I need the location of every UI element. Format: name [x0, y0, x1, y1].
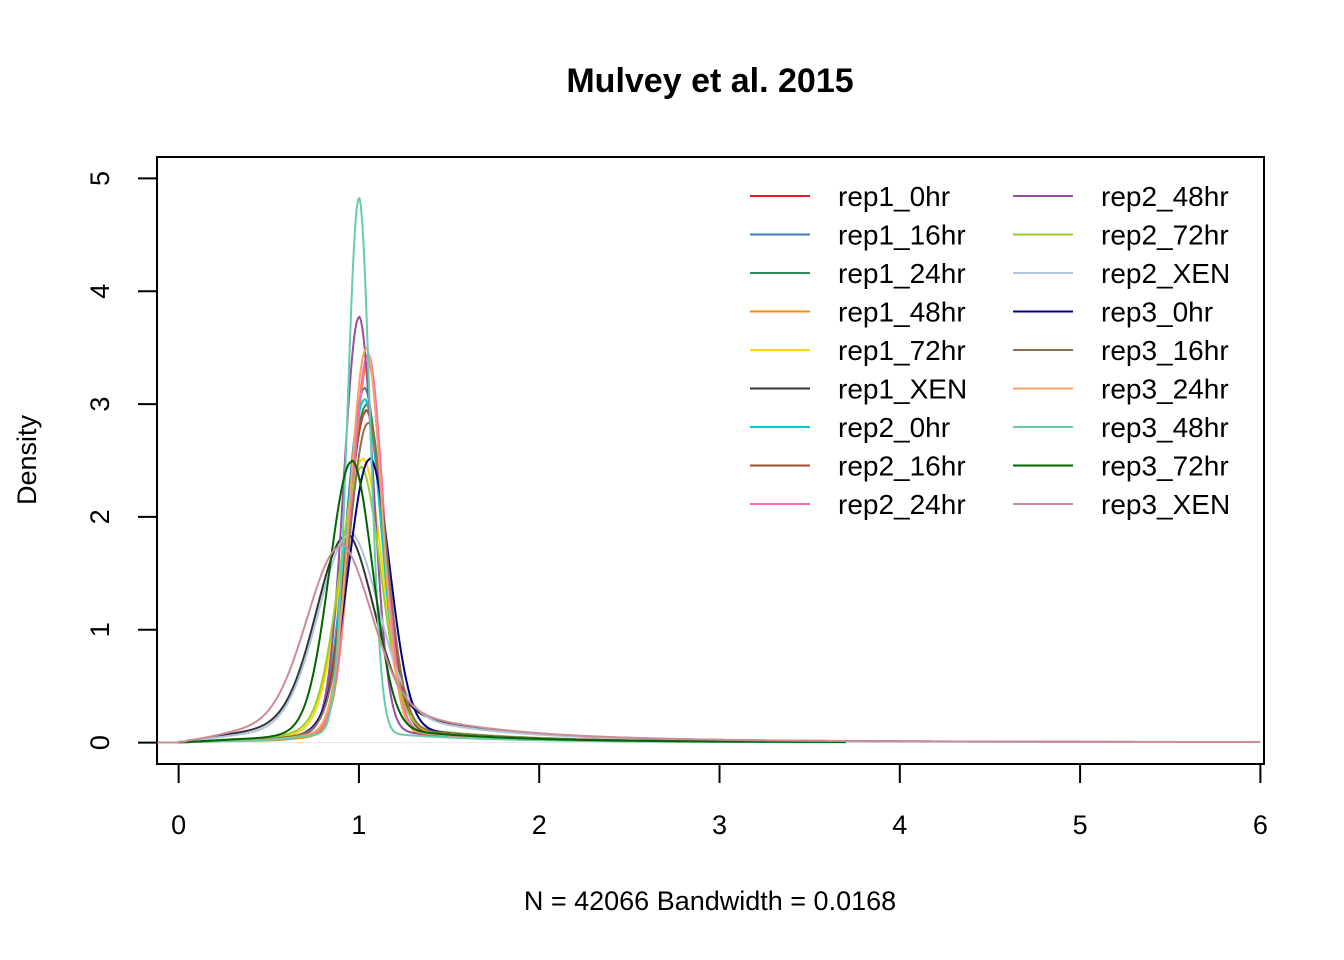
x-tick-label: 0: [171, 810, 186, 840]
y-tick-label: 0: [85, 735, 115, 750]
legend-label: rep2_24hr: [838, 489, 966, 520]
y-tick-label: 4: [85, 284, 115, 299]
legend-label: rep3_24hr: [1101, 374, 1229, 405]
legend-label: rep3_72hr: [1101, 451, 1229, 482]
legend-label: rep2_16hr: [838, 451, 966, 482]
x-tick-label: 2: [532, 810, 547, 840]
y-tick-label: 2: [85, 509, 115, 524]
legend-label: rep3_XEN: [1101, 489, 1230, 520]
x-tick-label: 5: [1073, 810, 1088, 840]
legend-label: rep3_0hr: [1101, 297, 1213, 328]
legend-label: rep1_16hr: [838, 220, 966, 251]
x-axis: 0 1 2 3 4 5 6: [171, 763, 1268, 840]
chart-title: Mulvey et al. 2015: [566, 62, 853, 100]
legend-label: rep1_XEN: [838, 374, 967, 405]
legend-label: rep2_48hr: [1101, 181, 1229, 212]
y-tick-label: 1: [85, 622, 115, 637]
legend-label: rep1_48hr: [838, 297, 966, 328]
series-line-rep3_72hr: [157, 459, 846, 744]
series-line-rep3_XEN: [157, 542, 1261, 744]
x-tick-label: 1: [351, 810, 366, 840]
x-axis-label: N = 42066 Bandwidth = 0.0168: [524, 886, 896, 916]
legend: rep1_0hr rep1_16hr rep1_24hr rep1_48hr rep1_…: [750, 181, 1230, 520]
legend-label: rep2_0hr: [838, 412, 950, 443]
x-tick-label: 3: [712, 810, 727, 840]
legend-label: rep1_0hr: [838, 181, 950, 212]
legend-label: rep2_72hr: [1101, 220, 1229, 251]
legend-label: rep3_16hr: [1101, 335, 1229, 366]
x-tick-label: 4: [892, 810, 907, 840]
x-tick-label: 6: [1253, 810, 1268, 840]
legend-label: rep1_72hr: [838, 335, 966, 366]
legend-label: rep3_48hr: [1101, 412, 1229, 443]
y-axis: 0 1 2 3 4 5: [85, 171, 158, 750]
legend-label: rep1_24hr: [838, 258, 966, 289]
y-tick-label: 3: [85, 397, 115, 412]
series-layer: [157, 196, 1261, 744]
legend-label: rep2_XEN: [1101, 258, 1230, 289]
y-axis-label: Density: [12, 414, 42, 505]
y-tick-label: 5: [85, 171, 115, 186]
